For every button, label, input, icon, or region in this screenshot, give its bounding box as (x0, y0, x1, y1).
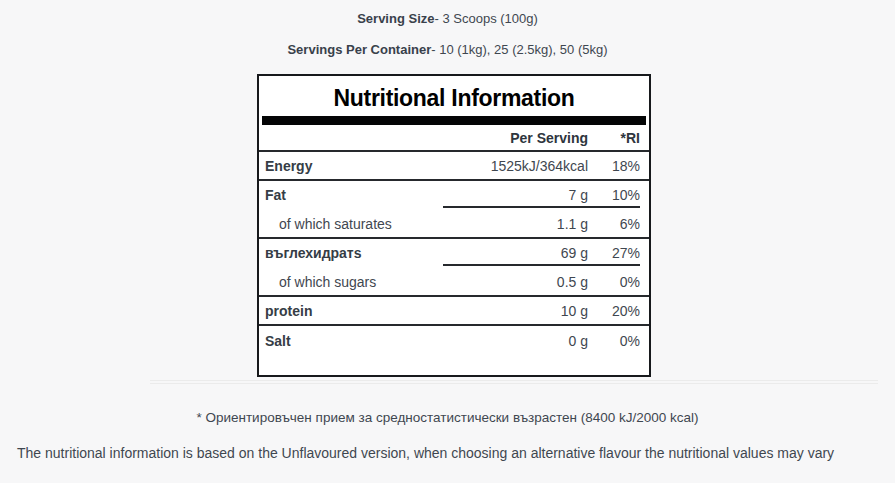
nutrition-table: Nutritional Information Per Serving *RI … (257, 74, 651, 377)
serving-size-label: Serving Size (357, 11, 434, 26)
table-row-protein: protein 10 g 20% (259, 297, 649, 326)
row-ri: 27% (588, 245, 640, 261)
row-label: Salt (265, 333, 418, 349)
table-row-sugars: of which sugars 0.5 g 0% (259, 268, 649, 297)
row-per-serving: 1.1 g (418, 216, 588, 232)
row-per-serving: 0 g (418, 333, 588, 349)
row-label: protein (265, 303, 418, 319)
row-ri: 0% (588, 333, 640, 349)
serving-size-value: - 3 Scoops (100g) (434, 11, 537, 26)
row-label: of which saturates (265, 216, 418, 232)
row-per-serving: 1525kJ/364kcal (418, 158, 588, 174)
col-header-per-serving: Per Serving (418, 130, 588, 146)
row-per-serving: 69 g (418, 245, 588, 261)
table-row-carbohydrates: въглехидратs 69 g 27% (259, 239, 649, 268)
row-label: Fat (265, 187, 418, 203)
row-ri: 10% (588, 187, 640, 203)
row-ri: 6% (588, 216, 640, 232)
serving-size-line: Serving Size- 3 Scoops (100g) (0, 11, 895, 27)
row-label: въглехидратs (265, 245, 418, 261)
row-ri: 18% (588, 158, 640, 174)
ri-footnote: * Ориентировъчен прием за средностатисти… (0, 410, 895, 425)
row-per-serving: 7 g (418, 187, 588, 203)
table-row-saturates: of which saturates 1.1 g 6% (259, 210, 649, 239)
table-header-row: Per Serving *RI (259, 125, 649, 152)
row-ri: 0% (588, 274, 640, 290)
table-row-fat: Fat 7 g 10% (259, 181, 649, 210)
servings-per-container-line: Servings Per Container- 10 (1kg), 25 (2.… (0, 42, 895, 58)
col-header-ri: *RI (588, 130, 640, 146)
row-per-serving: 10 g (418, 303, 588, 319)
servings-per-container-value: - 10 (1kg), 25 (2.5kg), 50 (5kg) (431, 42, 607, 57)
row-label: Energy (265, 158, 418, 174)
nutrition-table-title: Nutritional Information (259, 76, 649, 113)
row-label: of which sugars (265, 274, 418, 290)
servings-per-container-label: Servings Per Container (287, 42, 431, 57)
black-separator-bar (262, 116, 646, 125)
table-row-salt: Salt 0 g 0% (259, 326, 649, 355)
section-divider-line (150, 380, 878, 384)
row-ri: 20% (588, 303, 640, 319)
flavour-disclaimer: The nutritional information is based on … (17, 445, 834, 461)
table-row-energy: Energy 1525kJ/364kcal 18% (259, 152, 649, 181)
row-per-serving: 0.5 g (418, 274, 588, 290)
